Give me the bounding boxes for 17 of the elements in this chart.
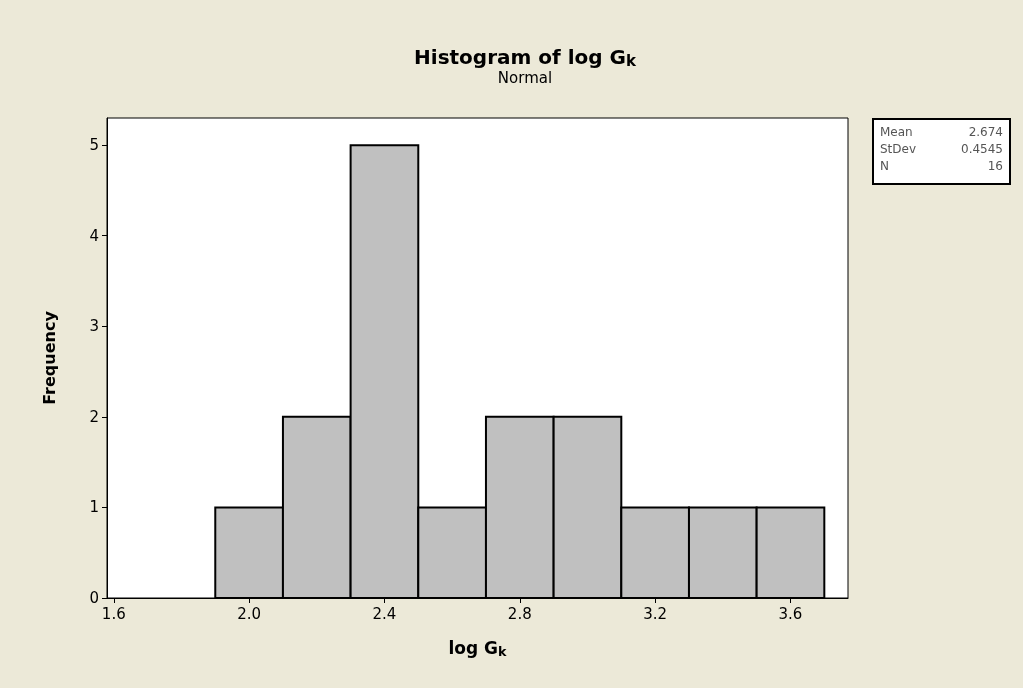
text: Mean 2.674 [880, 125, 1003, 139]
x-tick-label: 2.0 [237, 604, 262, 623]
text: N 16 [880, 159, 1003, 173]
x-tick-label: 3.6 [778, 604, 803, 623]
y-axis-title: Frequency [39, 310, 59, 405]
y-tick-label: 1 [89, 498, 99, 517]
y-tick-label: 0 [89, 589, 99, 607]
y-tick-label: 2 [89, 407, 99, 426]
chart-subtitle: Normal [497, 69, 553, 87]
text: StDev 0.4545 [880, 142, 1003, 156]
x-tick-label: 2.8 [507, 604, 532, 623]
y-tick-label: 5 [89, 136, 99, 155]
x-tick-label: 1.6 [101, 604, 126, 623]
x-tick-label: 3.2 [643, 604, 668, 623]
y-tick-label: 3 [89, 317, 99, 336]
y-tick-label: 4 [89, 226, 99, 245]
x-tick-label: 2.4 [372, 604, 397, 623]
